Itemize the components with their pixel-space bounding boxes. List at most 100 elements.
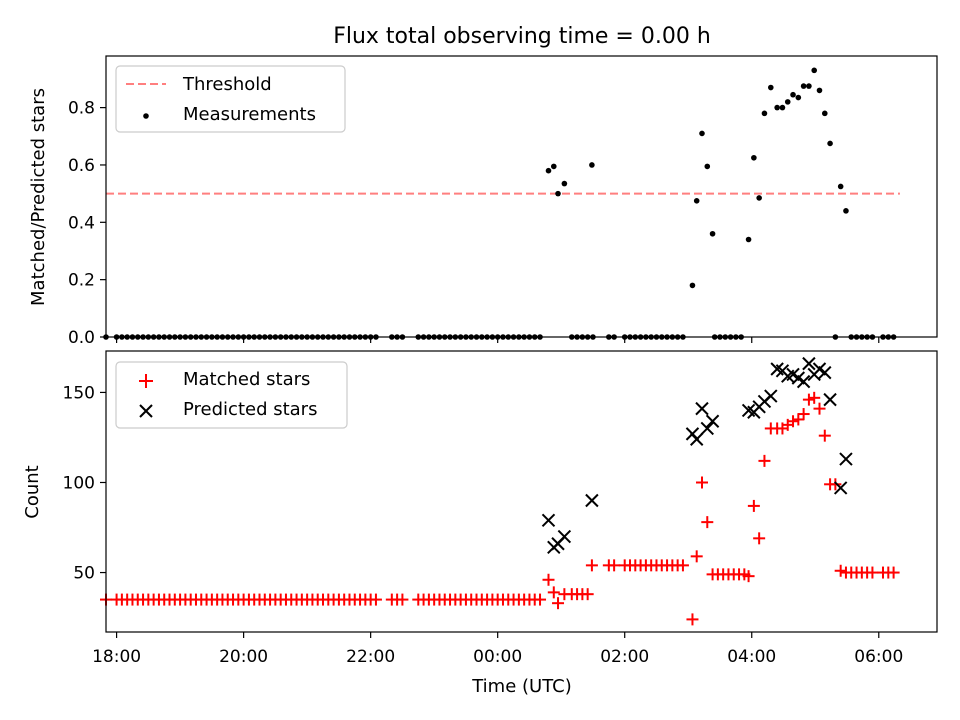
bottom-legend: Matched stars Predicted stars bbox=[115, 361, 348, 429]
matched-star-point bbox=[747, 499, 760, 512]
top-legend: Threshold Measurements bbox=[115, 65, 346, 133]
matched-star-point bbox=[534, 593, 547, 606]
measurement-point bbox=[774, 104, 780, 111]
legend-threshold-label: Threshold bbox=[182, 74, 272, 95]
measurement-point bbox=[555, 190, 561, 197]
matched-star-point bbox=[753, 532, 766, 545]
bottom-y-tick-label: 150 bbox=[63, 383, 95, 403]
bottom-x-tick-label: 18:00 bbox=[92, 647, 141, 667]
predicted-star-stroke-b bbox=[700, 421, 714, 436]
predicted-star-point bbox=[823, 392, 837, 407]
matched-star-point bbox=[547, 586, 560, 599]
predicted-star-stroke-b bbox=[786, 367, 800, 382]
predicted-star-stroke-b bbox=[833, 481, 848, 495]
matched-star-point bbox=[701, 516, 714, 529]
predicted-star-stroke-b bbox=[689, 432, 704, 446]
predicted-star-stroke-b bbox=[791, 371, 806, 385]
matched-star-point bbox=[742, 570, 755, 583]
predicted-star-stroke-b bbox=[705, 414, 720, 428]
measurement-point bbox=[843, 208, 849, 214]
legend-predicted-swatch bbox=[139, 404, 153, 418]
matched-star-point bbox=[396, 593, 409, 606]
legend-measurements-swatch bbox=[143, 113, 149, 119]
measurement-point bbox=[693, 198, 700, 204]
measurement-point bbox=[816, 87, 823, 94]
measurement-point bbox=[761, 110, 768, 117]
bottom-x-tick-label: 22:00 bbox=[346, 647, 395, 667]
bottom-legend-box bbox=[115, 361, 348, 429]
matched-star-point bbox=[834, 564, 847, 577]
top-legend-box bbox=[115, 65, 346, 133]
predicted-star-point bbox=[585, 493, 599, 508]
predicted-star-stroke-b bbox=[695, 401, 709, 416]
matched-star-point bbox=[829, 478, 842, 491]
top-y-tick-label: 0.6 bbox=[68, 156, 95, 176]
matched-star-point bbox=[542, 573, 555, 586]
predicted-star-stroke-b bbox=[770, 362, 784, 376]
predicted-star-point bbox=[700, 421, 714, 436]
matched-star-point bbox=[676, 559, 689, 572]
measurement-point bbox=[768, 84, 774, 91]
measurement-point bbox=[784, 99, 791, 105]
predicted-star-stroke-b bbox=[557, 529, 572, 544]
matched-star-point bbox=[792, 413, 805, 426]
bottom-y-axis-label: Count bbox=[22, 465, 43, 518]
matched-star-point bbox=[866, 566, 879, 579]
bottom-x-tick-label: 04:00 bbox=[727, 647, 776, 667]
predicted-star-point bbox=[557, 529, 572, 544]
measurement-point bbox=[779, 104, 786, 111]
matched-star-point bbox=[787, 415, 800, 428]
top-plot-frame bbox=[105, 55, 938, 338]
measurement-point bbox=[704, 163, 711, 170]
matched-star-point bbox=[818, 429, 831, 442]
bottom-y-tick-label: 50 bbox=[73, 564, 95, 584]
predicted-star-stroke-b bbox=[741, 403, 756, 418]
bottom-x-tick-label: 00:00 bbox=[473, 647, 522, 667]
predicted-star-point bbox=[541, 513, 556, 528]
measurement-point bbox=[589, 162, 595, 168]
measurement-point bbox=[689, 282, 696, 289]
predicted-star-stroke-b bbox=[818, 365, 832, 380]
measurement-point bbox=[751, 154, 757, 161]
predicted-star-stroke-b bbox=[812, 362, 827, 376]
predicted-star-point bbox=[689, 432, 704, 446]
bottom-y-tick-label: 100 bbox=[63, 473, 95, 493]
bottom-x-tick-label: 20:00 bbox=[219, 647, 268, 667]
bottom-x-tick-label: 06:00 bbox=[854, 647, 903, 667]
legend-matched-label: Matched stars bbox=[183, 369, 310, 390]
matched-star-point bbox=[695, 476, 708, 489]
counts-plot-area: 50 100 150 18:00 20:00 22:00 00:00 02:00 04:00 06… bbox=[63, 350, 938, 667]
measurement-point bbox=[550, 163, 557, 170]
matched-star-point bbox=[758, 454, 771, 467]
predicted-star-stroke-b bbox=[585, 493, 599, 508]
bottom-x-tick-label: 02:00 bbox=[600, 647, 649, 667]
bottom-x-axis-label: Time (UTC) bbox=[471, 676, 572, 697]
measurement-point bbox=[800, 83, 807, 89]
predicted-star-point bbox=[839, 452, 853, 466]
measurement-point bbox=[756, 195, 762, 201]
bottom-plot-frame bbox=[105, 350, 938, 633]
matched-star-point bbox=[552, 597, 565, 610]
matched-star-point bbox=[808, 391, 821, 404]
predicted-star-point bbox=[764, 389, 778, 403]
matched-star-point bbox=[690, 550, 703, 563]
matched-star-point bbox=[369, 593, 382, 606]
top-y-axis-label: Matched/Predicted stars bbox=[28, 88, 49, 306]
top-y-tick-label: 0.2 bbox=[68, 271, 95, 291]
predicted-star-stroke-b bbox=[796, 374, 811, 389]
legend-measurements-label: Measurements bbox=[183, 104, 316, 125]
measurement-point bbox=[545, 167, 552, 174]
measurement-point bbox=[806, 83, 812, 89]
matched-star-point bbox=[797, 408, 810, 421]
legend-predicted-label: Predicted stars bbox=[183, 399, 317, 420]
ratio-plot-area: 0.0 0.2 0.4 0.6 0.8 bbox=[68, 55, 938, 348]
measurement-point bbox=[795, 94, 802, 101]
predicted-star-point bbox=[796, 374, 811, 389]
top-y-tick-label: 0.4 bbox=[68, 213, 95, 233]
predicted-star-stroke-b bbox=[764, 389, 778, 403]
predicted-star-point bbox=[695, 401, 709, 416]
predicted-star-stroke-b bbox=[839, 452, 853, 466]
matched-star-point bbox=[608, 559, 621, 572]
measurement-point bbox=[561, 180, 568, 187]
